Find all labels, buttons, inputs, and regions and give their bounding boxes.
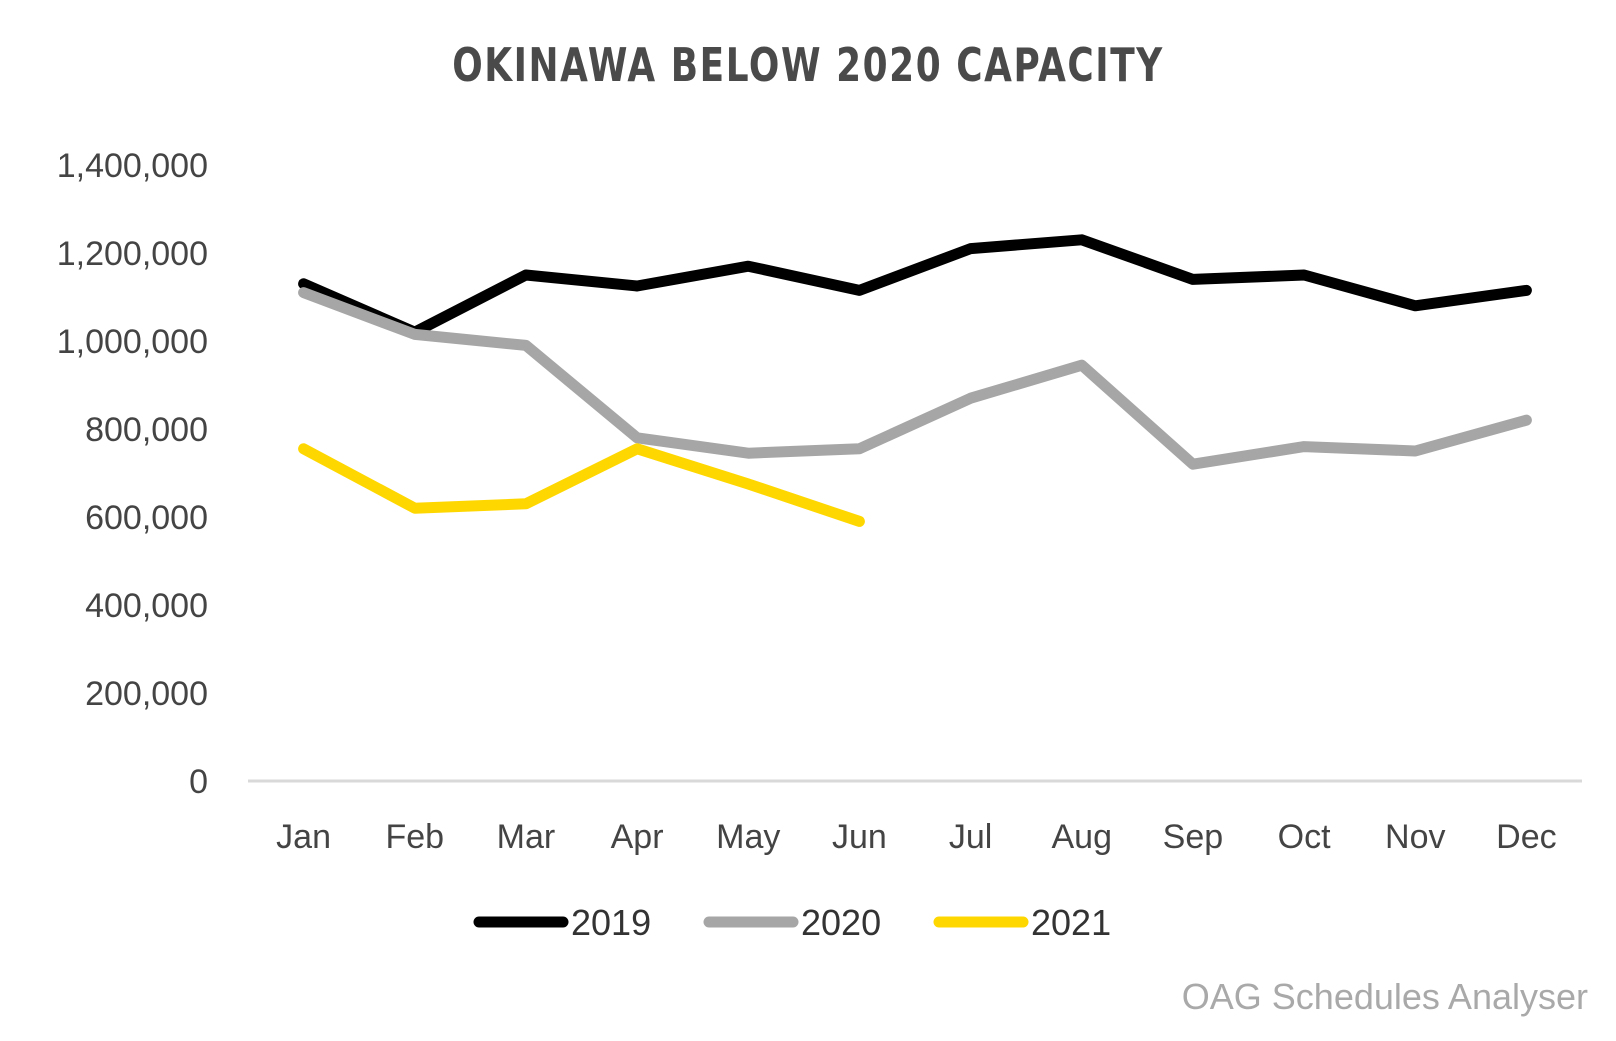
x-tick-label: Jul: [949, 818, 992, 856]
series-line-2021: [304, 449, 860, 522]
y-tick-label: 1,000,000: [57, 323, 208, 361]
x-tick-label: Mar: [497, 818, 556, 856]
y-tick-label: 1,200,000: [57, 235, 208, 273]
line-chart: 0 200,000 400,000 600,000 800,000 1,000,000 1,…: [0, 0, 1616, 1041]
legend-label-2021: 2021: [1031, 902, 1111, 943]
legend: 2019 2020 2021: [479, 902, 1111, 943]
x-tick-label: Apr: [611, 818, 664, 856]
x-tick-label: May: [716, 818, 780, 856]
y-tick-label: 200,000: [85, 675, 208, 713]
x-tick-label: Sep: [1163, 818, 1224, 856]
series-line-2019: [304, 240, 1527, 332]
y-tick-label: 1,400,000: [57, 147, 208, 185]
y-tick-label: 600,000: [85, 499, 208, 537]
x-tick-label: Oct: [1278, 818, 1331, 856]
y-tick-label: 800,000: [85, 411, 208, 449]
x-tick-label: Nov: [1385, 818, 1445, 856]
y-tick-label: 0: [189, 763, 208, 801]
y-tick-label: 400,000: [85, 587, 208, 625]
x-tick-label: Jan: [276, 818, 331, 856]
y-axis: 0 200,000 400,000 600,000 800,000 1,000,000 1,…: [57, 147, 208, 801]
x-tick-label: Feb: [385, 818, 444, 856]
x-tick-label: Dec: [1496, 818, 1556, 856]
series-line-2020: [304, 293, 1527, 465]
legend-label-2019: 2019: [571, 902, 651, 943]
x-tick-label: Jun: [832, 818, 887, 856]
series-layer: [304, 240, 1527, 522]
legend-label-2020: 2020: [801, 902, 881, 943]
x-tick-label: Aug: [1052, 818, 1113, 856]
source-note: OAG Schedules Analyser: [1182, 976, 1588, 1018]
x-axis: Jan Feb Mar Apr May Jun Jul Aug Sep Oct Nov Dec: [248, 781, 1582, 856]
